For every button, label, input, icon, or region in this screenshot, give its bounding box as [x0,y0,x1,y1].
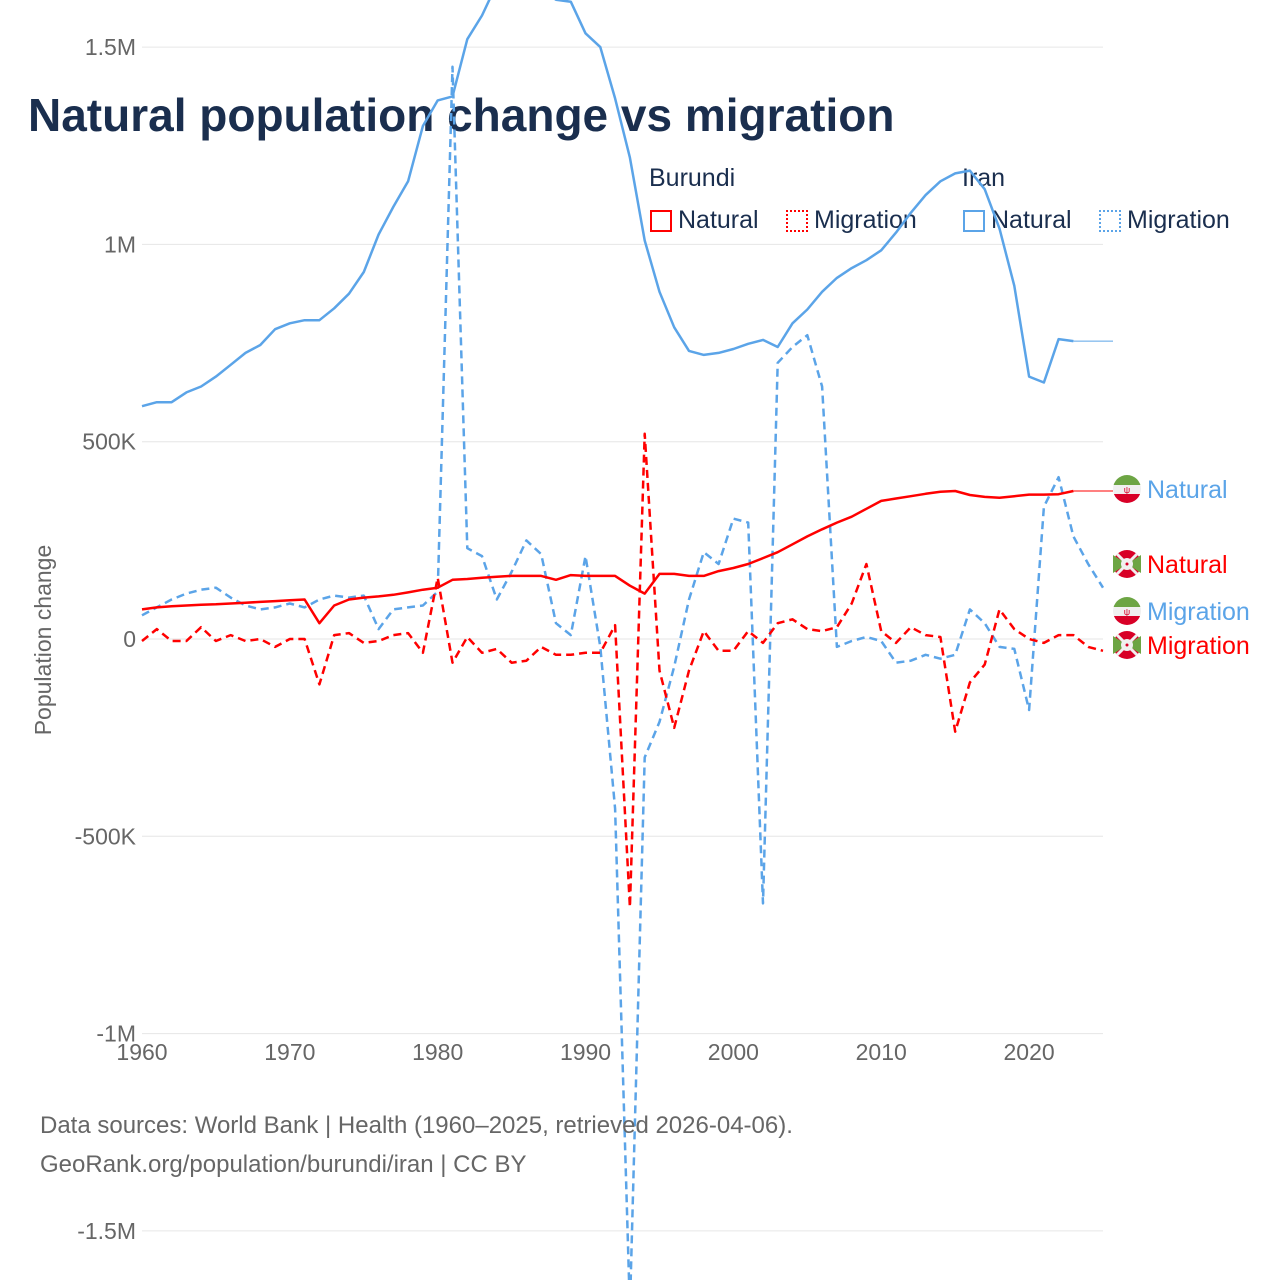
svg-text:ψ: ψ [1124,607,1130,617]
series-line-iran-natural [141,0,1074,408]
y-axis-label: Population change [30,545,56,736]
legend-iran-migration[interactable]: Migration [1099,206,1230,235]
x-tick-label: 2000 [708,1039,759,1065]
y-tick-label: -1M [96,1021,136,1047]
y-tick-label: 500K [82,429,136,455]
end-label-iran-migration: Migration [1147,598,1250,626]
iran-flag-icon: ψ [1113,475,1141,503]
data-source-text: Data sources: World Bank | Health (1960–… [40,1112,793,1139]
legend-label: Migration [1127,206,1230,234]
end-label-burundi-migration: Migration [1147,632,1250,660]
burundi-flag-icon [1113,631,1141,659]
burundi-flag-icon [1113,550,1141,578]
y-tick-label: 1M [104,231,136,257]
iran-flag-icon: ψ [1113,597,1141,625]
chart-title: Natural population change vs migration [28,89,895,141]
legend-group-burundi: Burundi [649,164,736,192]
end-label-iran-natural: Natural [1147,476,1228,504]
legend-swatch-solid [963,209,985,232]
legend-burundi-natural[interactable]: Natural [650,206,759,235]
svg-text:ψ: ψ [1124,485,1130,495]
legend-label: Natural [678,206,759,234]
legend-iran-natural[interactable]: Natural [963,206,1072,235]
series-line-burundi-migration [141,432,1104,909]
footer: Data sources: World Bank | Health (1960–… [40,1106,793,1184]
series-line-burundi-natural [141,489,1074,625]
x-tick-label: 1960 [116,1039,167,1065]
x-tick-label: 2020 [1003,1039,1054,1065]
legend-label: Natural [991,206,1072,234]
y-tick-label: -1.5M [77,1218,136,1244]
end-label-burundi-natural: Natural [1147,551,1228,579]
x-tick-label: 1980 [412,1039,463,1065]
legend-swatch-dotted [786,209,808,232]
legend-swatch-dotted [1099,209,1121,232]
x-tick-label: 2010 [856,1039,907,1065]
x-tick-label: 1990 [560,1039,611,1065]
attribution-link[interactable]: GeoRank.org/population/burundi/iran | CC… [40,1151,527,1178]
y-tick-label: 0 [123,626,136,652]
series-line-iran-migration [141,65,1105,1280]
y-tick-label: 1.5M [85,34,136,60]
legend-swatch-solid [650,209,672,232]
x-tick-label: 1970 [264,1039,315,1065]
y-tick-label: -500K [75,823,137,849]
